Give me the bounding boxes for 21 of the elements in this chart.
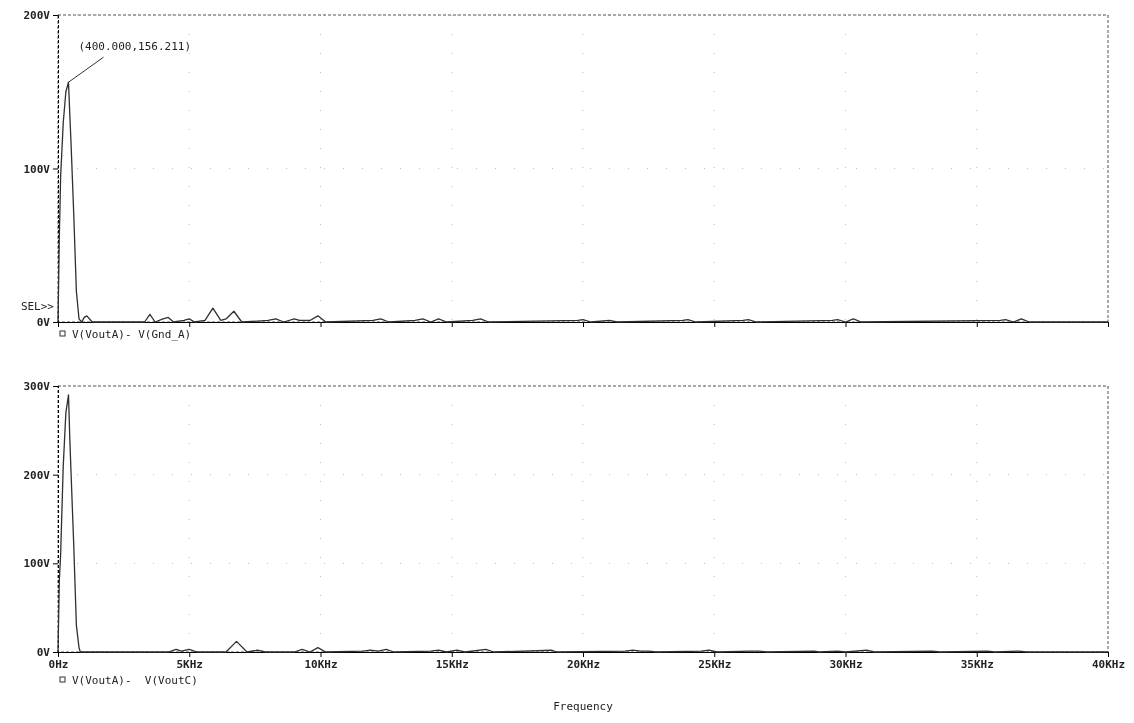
text: SEL>> [20,300,55,313]
x-tick-label: 15KHz [435,657,469,671]
legend-label: V(VoutA)- V(VoutC) [72,674,198,687]
y-tick-label: 0V [36,646,51,660]
x-tick-label: 35KHz [960,657,994,671]
x-tick-label: 25KHz [698,657,732,671]
y-tick-label: 300V [23,380,51,394]
annotation: (400.000,156.211) [78,40,192,54]
x-tick-label: 10KHz [304,657,338,671]
x-tick-label: 20KHz [566,657,601,671]
x-tick-label: 5KHz [176,657,203,671]
y-tick-label: 200V [23,9,51,23]
y-tick-label: 0V [36,316,51,330]
y-tick-label: 100V [23,557,51,571]
x-tick-label: 0Hz [48,657,69,671]
legend-label: V(VoutA)- V(Gnd_A) [72,328,192,341]
y-tick-label: 200V [23,468,51,482]
x-tick-label: 30KHz [829,657,863,671]
y-tick-label: 100V [23,162,51,176]
x-axis-title: Frequency [553,700,614,713]
x-tick-label: 40KHz [1091,657,1126,671]
